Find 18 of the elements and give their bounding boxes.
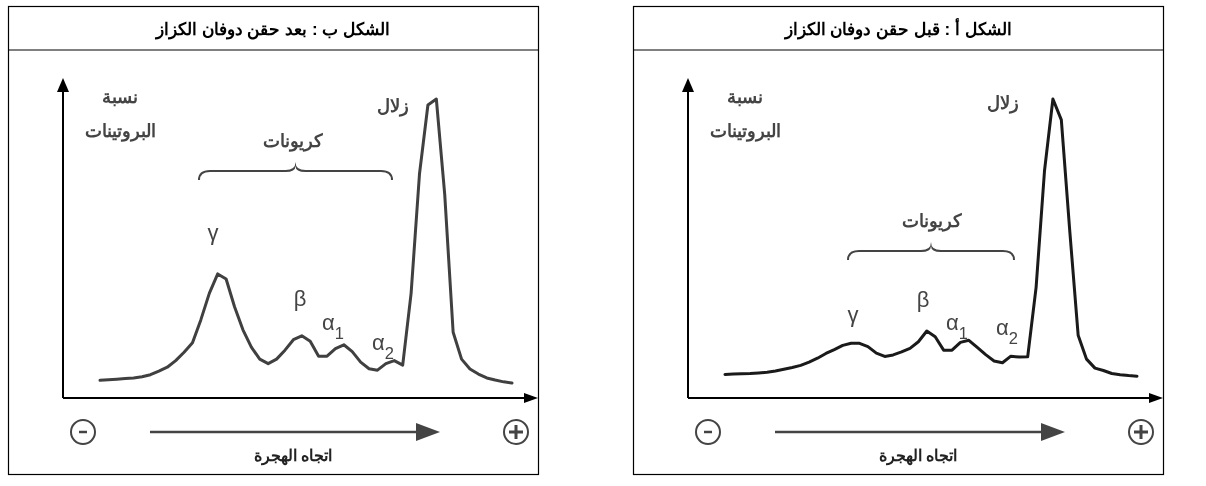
annotation: γ <box>207 220 219 245</box>
annotation: كريونات <box>902 211 962 232</box>
annotation: α$_{2}$ <box>996 315 1018 347</box>
annotation: زلال <box>987 93 1019 114</box>
annotation: كريونات <box>263 131 323 152</box>
annotation: α$_{1}$ <box>946 310 968 342</box>
annotation: γ <box>847 302 859 327</box>
y-axis-title: نسبة البروتينات <box>84 87 156 142</box>
chart-title: الشكل ب : بعد حقن دوفان الكزاز <box>154 20 390 40</box>
x-axis-title: اتجاه الهجرة <box>878 447 958 466</box>
annotation: α$_{1}$ <box>322 310 344 342</box>
y-axis-title: نسبة البروتينات <box>709 87 781 142</box>
annotation: α$_{2}$ <box>372 330 394 362</box>
x-axis-title: اتجاه الهجرة <box>253 447 333 466</box>
annotation: زلال <box>377 96 409 117</box>
annotation: β <box>916 287 930 312</box>
chart-title: الشكل أ : قبل حقن دوفان الكزاز <box>782 17 1012 40</box>
annotation: β <box>293 286 307 311</box>
